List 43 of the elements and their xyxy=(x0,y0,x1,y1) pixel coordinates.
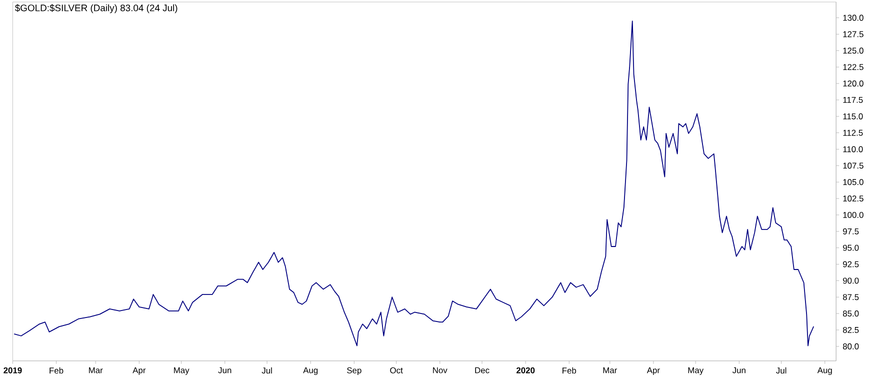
y-tick-label: 82.5 xyxy=(842,326,859,333)
y-tick-label: 85.0 xyxy=(842,310,859,316)
y-tick-label: 90.0 xyxy=(843,278,859,284)
x-tick-label: Jun xyxy=(732,367,746,374)
y-tick-label: 130.0 xyxy=(843,14,864,21)
y-tick-label: 80.0 xyxy=(842,343,859,350)
x-tick-label: Mar xyxy=(89,367,103,374)
line-series xyxy=(14,20,814,346)
y-tick-label: 107.5 xyxy=(843,162,864,168)
y-tick-label: 95.0 xyxy=(843,244,859,251)
x-tick-label: Dec xyxy=(475,367,490,374)
y-tick-label: 105.0 xyxy=(843,178,864,185)
y-tick-label: 115.0 xyxy=(843,113,863,120)
chart-title: $GOLD:$SILVER (Daily) 83.04 (24 Jul) xyxy=(15,4,178,13)
x-tick-label: Sep xyxy=(347,367,362,375)
y-tick-label: 92.5 xyxy=(843,261,859,268)
x-tick-label: Jul xyxy=(262,367,272,374)
x-tick-label: Aug xyxy=(303,367,318,375)
y-tick-label: 87.5 xyxy=(842,294,859,300)
x-tick-label: Mar xyxy=(603,367,618,374)
y-tick-label: 122.5 xyxy=(843,64,864,70)
x-tick-label: Apr xyxy=(646,367,660,375)
y-tick-label: 97.5 xyxy=(843,228,859,234)
y-tick-label: 112.5 xyxy=(843,130,863,136)
x-tick-label: Apr xyxy=(132,367,146,375)
y-tick-label: 102.5 xyxy=(843,195,864,202)
x-tick-label: Jun xyxy=(218,367,232,374)
y-tick-label: 125.0 xyxy=(843,47,864,54)
x-tick-label: May xyxy=(688,367,704,375)
x-tick-label: Feb xyxy=(562,367,576,374)
y-tick-label: 100.0 xyxy=(843,212,864,218)
y-tick-label: 127.5 xyxy=(843,31,864,38)
x-tick-label: Nov xyxy=(433,367,448,374)
y-tick-label: 120.0 xyxy=(843,80,864,86)
x-tick-label: Jul xyxy=(776,367,786,374)
x-tick-label: Feb xyxy=(50,367,64,374)
y-tick-label: 110.0 xyxy=(843,146,863,152)
x-tick-label: 2019 xyxy=(4,367,22,374)
x-tick-label: Aug xyxy=(817,367,832,375)
x-tick-label: May xyxy=(174,367,190,375)
x-tick-label: Oct xyxy=(390,367,403,374)
y-tick-label: 117.5 xyxy=(843,96,863,103)
x-tick-label: 2020 xyxy=(516,367,535,374)
